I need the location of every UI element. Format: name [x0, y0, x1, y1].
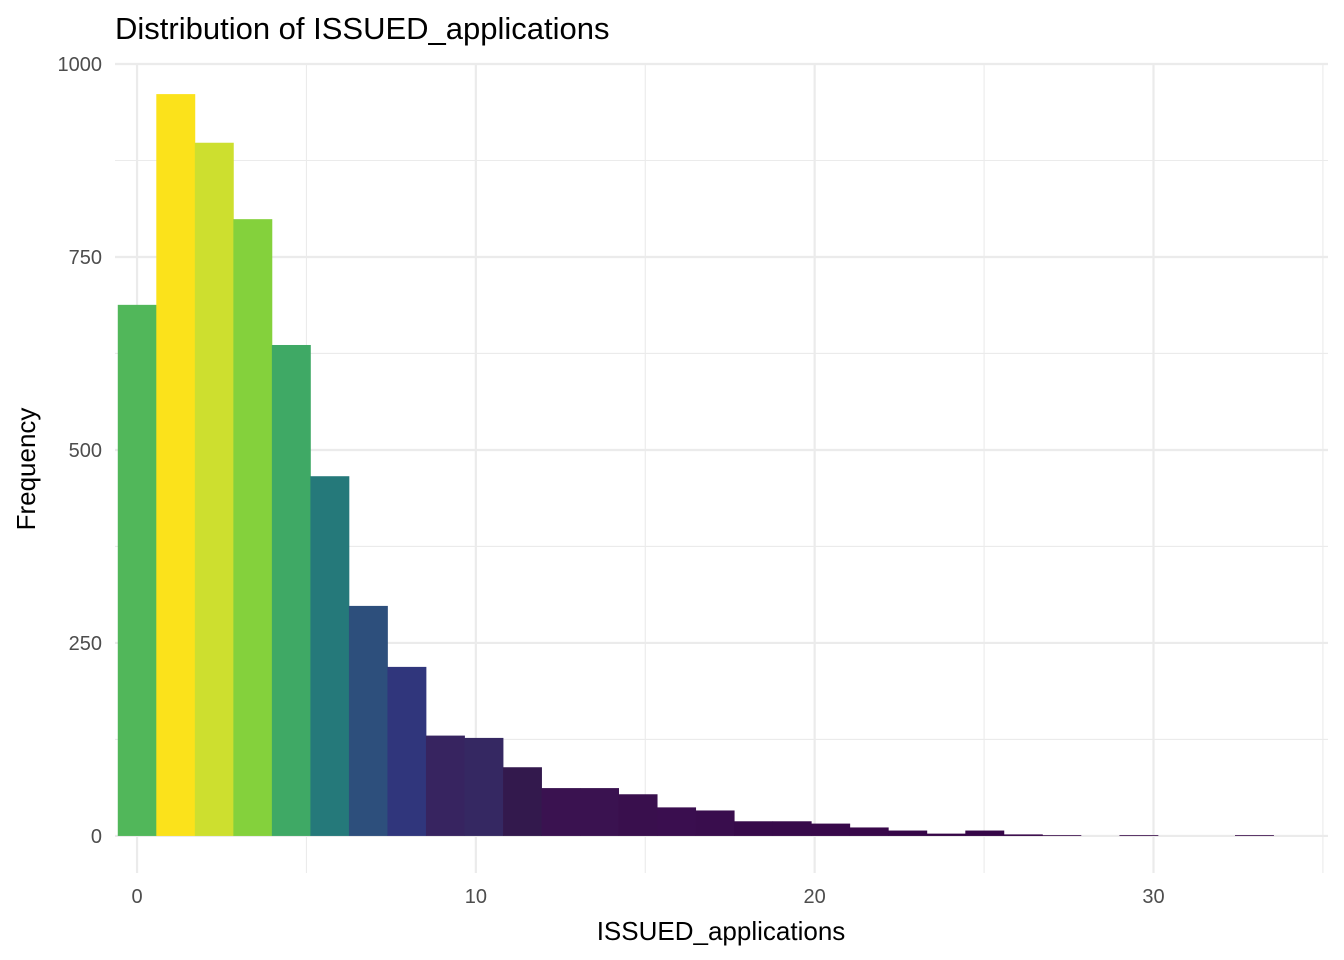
histogram-bar — [233, 219, 273, 836]
histogram-bar — [1003, 834, 1043, 836]
histogram-bar — [1119, 835, 1159, 836]
histogram-bar — [772, 821, 812, 836]
histogram-bar — [926, 833, 966, 836]
histogram-bar — [965, 830, 1005, 836]
histogram-bar — [117, 304, 157, 836]
histogram-bar — [348, 605, 388, 836]
y-tick-label: 500 — [69, 440, 102, 462]
histogram-bar — [849, 827, 889, 836]
bars — [117, 94, 1274, 836]
histogram-bar — [310, 476, 350, 836]
x-tick-labels: 0 10 20 30 — [131, 886, 1164, 908]
y-tick-label: 750 — [69, 247, 102, 269]
histogram-bar — [1042, 835, 1082, 836]
x-axis-title: ISSUED_applications — [597, 916, 846, 946]
histogram-bar — [618, 794, 658, 836]
histogram-bar — [811, 823, 851, 836]
x-tick-label: 10 — [465, 886, 487, 908]
histogram-bar — [271, 344, 311, 836]
histogram-bar — [387, 666, 427, 836]
histogram-bar — [695, 810, 735, 836]
y-tick-labels: 0 250 500 750 1000 — [58, 54, 103, 848]
y-axis-title: Frequency — [11, 408, 41, 531]
y-tick-label: 1000 — [58, 54, 103, 76]
x-tick-label: 30 — [1142, 886, 1164, 908]
histogram-bar — [734, 821, 774, 836]
histogram-bar — [657, 807, 697, 836]
histogram-bar — [888, 830, 928, 836]
y-tick-label: 250 — [69, 633, 102, 655]
x-tick-label: 20 — [804, 886, 826, 908]
histogram-bar — [194, 142, 234, 836]
histogram-bar — [503, 767, 542, 836]
x-tick-label: 0 — [131, 886, 142, 908]
histogram-bar — [1234, 835, 1274, 836]
histogram-bar — [156, 94, 196, 836]
y-tick-label: 0 — [91, 826, 102, 848]
chart-title: Distribution of ISSUED_applications — [115, 11, 610, 46]
histogram-bar — [580, 788, 619, 836]
histogram-bar — [541, 788, 581, 836]
histogram-bar — [425, 735, 465, 836]
histogram-bar — [464, 737, 504, 836]
